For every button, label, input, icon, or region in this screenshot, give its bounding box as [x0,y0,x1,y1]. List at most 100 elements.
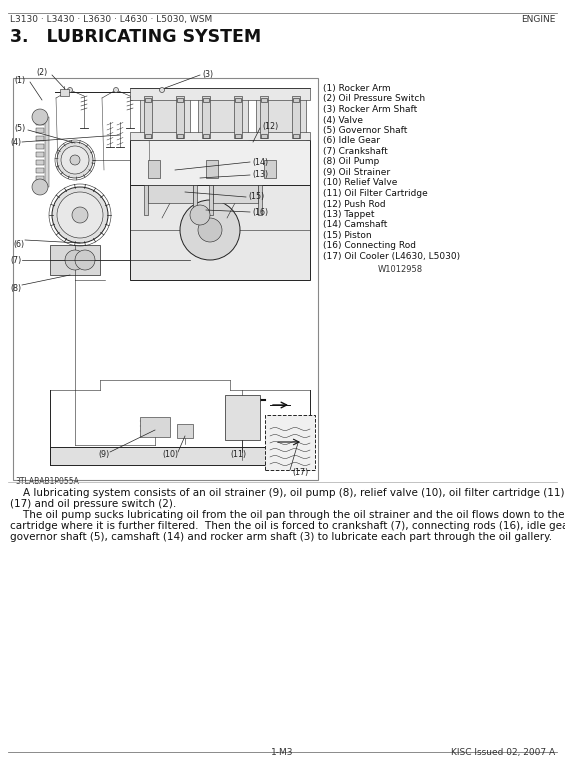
Text: A lubricating system consists of an oil strainer (9), oil pump (8), relief valve: A lubricating system consists of an oil … [10,488,565,498]
Bar [234,96,242,138]
Bar [256,92,306,140]
Text: (11): (11) [230,450,246,460]
Bar [206,160,218,178]
Text: (13) Tappet: (13) Tappet [323,210,375,219]
Circle shape [32,109,48,125]
Circle shape [61,146,89,174]
Circle shape [67,88,72,92]
Circle shape [180,200,240,260]
Bar [213,185,258,203]
Circle shape [57,192,103,238]
Bar [292,96,300,138]
Text: (5) Governor Shaft: (5) Governor Shaft [323,126,407,135]
Bar [264,160,276,178]
Text: (12) Push Rod: (12) Push Rod [323,199,386,209]
Text: (5): (5) [14,125,25,133]
Circle shape [190,205,210,225]
Bar [293,98,299,102]
Text: (13): (13) [252,170,268,179]
Text: (15) Piston: (15) Piston [323,231,372,240]
Circle shape [57,142,93,178]
Text: (12): (12) [262,122,278,132]
Bar [198,92,248,140]
Circle shape [72,207,88,223]
Bar [60,89,69,96]
Bar [235,134,241,138]
Circle shape [65,250,85,270]
Bar [193,185,197,215]
Text: (17) Oil Cooler (L4630, L5030): (17) Oil Cooler (L4630, L5030) [323,252,460,261]
Bar [145,134,151,138]
Circle shape [75,250,95,270]
Text: (6): (6) [13,240,24,249]
Text: (9) Oil Strainer: (9) Oil Strainer [323,168,390,177]
Bar [261,134,267,138]
Bar [140,417,170,437]
Text: ENGINE: ENGINE [520,15,555,24]
Text: cartridge where it is further filtered.  Then the oil is forced to crankshaft (7: cartridge where it is further filtered. … [10,521,565,531]
Text: (9): (9) [98,450,109,460]
Text: (1): (1) [14,76,25,85]
Text: governor shaft (5), camshaft (14) and rocker arm shaft (3) to lubricate each par: governor shaft (5), camshaft (14) and ro… [10,532,552,542]
Text: W1012958: W1012958 [378,265,423,273]
Bar [148,160,160,178]
Bar [203,98,209,102]
Bar [36,120,44,125]
Text: (16): (16) [252,207,268,216]
Bar [144,96,152,138]
Bar [36,176,44,181]
Bar [50,447,310,465]
Bar [130,140,310,190]
Bar [260,96,268,138]
Text: (6) Idle Gear: (6) Idle Gear [323,136,380,146]
Bar [45,117,49,187]
Text: (17): (17) [292,467,308,477]
Bar [36,152,44,157]
Bar [202,96,210,138]
Bar [130,88,310,100]
Text: (1) Rocker Arm: (1) Rocker Arm [323,84,390,93]
Text: 3TLABAB1P055A: 3TLABAB1P055A [15,477,79,486]
Bar [144,185,148,215]
Bar [13,78,318,480]
Text: (10) Relief Valve: (10) Relief Valve [323,179,397,188]
Bar [225,395,260,440]
Bar [261,98,267,102]
Text: 3.   LUBRICATING SYSTEM: 3. LUBRICATING SYSTEM [10,28,261,46]
Text: (11) Oil Filter Cartridge: (11) Oil Filter Cartridge [323,189,428,198]
Bar [36,128,44,133]
Text: (4) Valve: (4) Valve [323,116,363,125]
Text: KISC Issued 02, 2007 A: KISC Issued 02, 2007 A [451,748,555,757]
Bar [140,92,190,140]
Bar [36,136,44,141]
Text: (2) Oil Pressure Switch: (2) Oil Pressure Switch [323,95,425,103]
Text: (10): (10) [162,450,178,460]
Bar [145,98,151,102]
Bar [177,424,193,438]
Text: (14): (14) [252,158,268,166]
Bar [209,185,213,215]
Text: (8): (8) [10,284,21,293]
Circle shape [70,155,80,165]
Bar [36,144,44,149]
Text: (7) Crankshaft: (7) Crankshaft [323,147,388,156]
Circle shape [159,88,164,92]
Text: (8) Oil Pump: (8) Oil Pump [323,158,379,166]
Text: The oil pump sucks lubricating oil from the oil pan through the oil strainer and: The oil pump sucks lubricating oil from … [10,510,565,520]
Circle shape [198,218,222,242]
Text: (15): (15) [248,192,264,202]
Text: (17) and oil pressure switch (2).: (17) and oil pressure switch (2). [10,499,176,509]
Text: (7): (7) [10,256,21,265]
Bar [148,185,193,203]
Bar [258,185,262,215]
Text: (16) Connecting Rod: (16) Connecting Rod [323,242,416,250]
Circle shape [52,187,108,243]
Circle shape [114,88,119,92]
Text: (4): (4) [10,138,21,146]
Text: 1-M3: 1-M3 [271,748,293,757]
Bar [235,98,241,102]
Bar [130,132,310,140]
Text: (2): (2) [36,69,47,78]
Bar [36,160,44,165]
Bar [203,134,209,138]
